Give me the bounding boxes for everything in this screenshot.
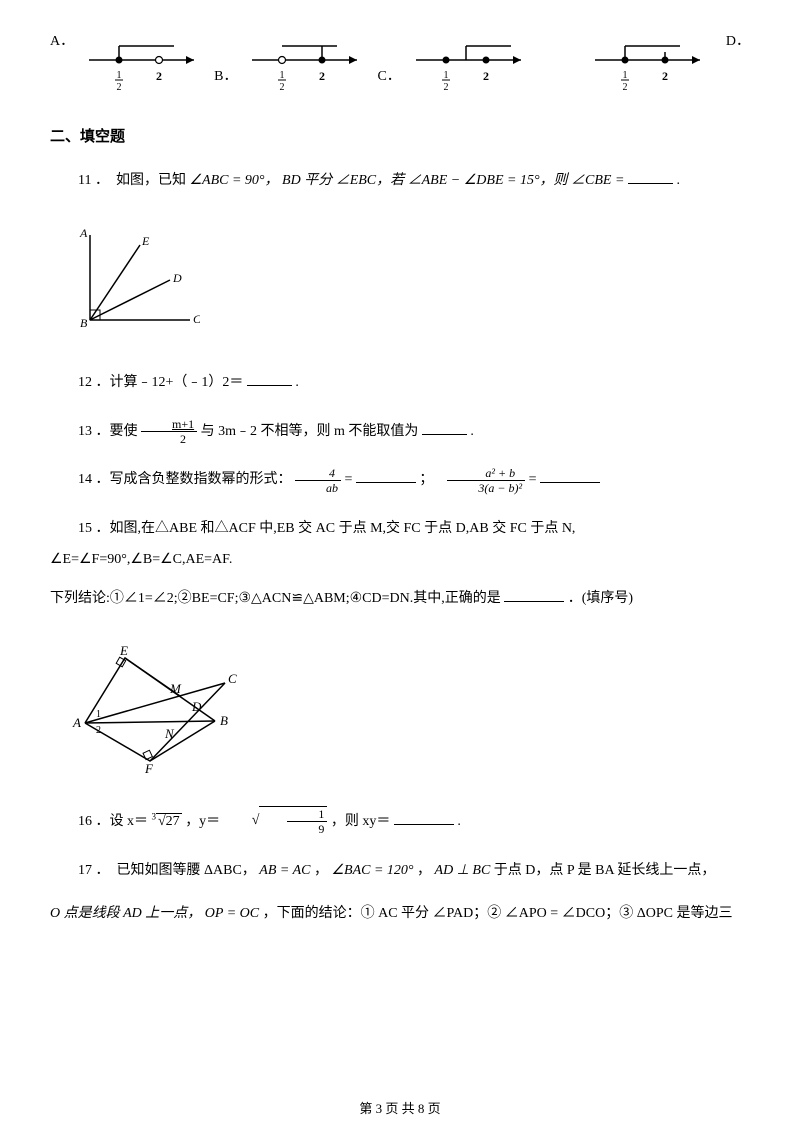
q16-suffix: . [457, 814, 461, 829]
q15-num: 15 [78, 521, 92, 536]
q17-p1: AB = AC [259, 863, 310, 878]
q14-frac2: a² + b 3(a − b)² [447, 467, 525, 494]
option-a-label: A． [50, 30, 74, 50]
q14-eq1: = [345, 472, 356, 487]
option-c-label: C． [377, 65, 400, 85]
svg-text:2: 2 [623, 82, 628, 90]
q14-prefix: ．写成含负整数指数幂的形式： [96, 472, 292, 487]
q11-suffix: . [676, 173, 680, 188]
q17-prefix: ． 已知如图等腰 ΔABC， [96, 863, 256, 878]
svg-text:2: 2 [483, 69, 489, 83]
q17-p3b: 于点 D，点 P 是 BA 延长线上一点， [494, 863, 716, 878]
q16-root1: 3√27 [152, 814, 186, 829]
q12: 12 ．计算﹣12+（﹣1）2＝ . [50, 368, 750, 399]
q14-frac1: 4 ab [295, 467, 341, 494]
q13: 13 ．要使 m+1 2 与 3m﹣2 不相等，则 m 不能取值为 . [50, 417, 750, 448]
svg-text:2: 2 [443, 82, 448, 90]
q15-suffix: ．(填序号) [568, 591, 633, 606]
q17-num: 17 [78, 863, 92, 878]
svg-text:1: 1 [117, 70, 122, 81]
q13-mid: 与 3m﹣2 不相等，则 m 不能取值为 [201, 424, 419, 439]
q11-math1: ∠ABC = 90°， [189, 173, 278, 188]
q15: 15 ．如图,在△ABE 和△ACF 中,EB 交 AC 于点 M,交 FC 于… [50, 514, 750, 576]
svg-text:C: C [193, 312, 200, 326]
q17-c1: ， [314, 863, 328, 878]
q16-num: 16 [78, 814, 92, 829]
q13-frac: m+1 2 [141, 418, 197, 445]
svg-text:D: D [172, 271, 182, 285]
svg-text:1: 1 [96, 709, 101, 720]
q15-figure: A E C B F M D N 1 2 [70, 643, 250, 773]
option-b-label: B． [214, 65, 237, 85]
q16-mid2: ，则 xy＝ [331, 814, 391, 829]
q13-prefix: ．要使 [96, 424, 138, 439]
q17-p2: ∠BAC = 120° [331, 863, 413, 878]
numberline-d: 1 2 2 [590, 30, 710, 90]
q14-blank1 [356, 469, 416, 483]
svg-text:1: 1 [280, 70, 285, 81]
q13-suffix: . [470, 424, 474, 439]
numberline-a: 1 2 2 [84, 30, 204, 90]
q13-blank [422, 421, 467, 435]
q14-num: 14 [78, 472, 92, 487]
q16-blank [394, 811, 454, 825]
q16-prefix: ．设 x＝ [96, 814, 149, 829]
q15-line2: 下列结论:①∠1=∠2;②BE=CF;③△ACN≌△ABM;④CD=DN.其中,… [50, 591, 501, 606]
q14-sep: ； [419, 472, 433, 487]
svg-text:1: 1 [623, 70, 628, 81]
q16: 16 ．设 x＝ 3√27 ，y＝ √19 ，则 xy＝ . [50, 806, 750, 838]
q17-line2a: O 点是线段 AD 上一点， [50, 906, 201, 921]
q16-root2: √19 [224, 814, 331, 829]
q15b: 下列结论:①∠1=∠2;②BE=CF;③△ACN≌△ABM;④CD=DN.其中,… [50, 584, 750, 615]
svg-text:D: D [191, 699, 202, 714]
svg-text:A: A [79, 226, 88, 240]
q11-num: 11 [78, 173, 91, 188]
q11-figure: A E D C B [70, 225, 200, 335]
svg-text:2: 2 [117, 82, 122, 90]
q17: 17 ． 已知如图等腰 ΔABC， AB = AC ， ∠BAC = 120° … [50, 856, 750, 887]
svg-text:B: B [220, 713, 228, 728]
q15-blank [504, 588, 564, 602]
svg-text:E: E [141, 234, 150, 248]
q14-eq2: = [529, 472, 537, 487]
q16-mid1: ，y＝ [185, 814, 220, 829]
q11: 11 ． 如图，已知 ∠ABC = 90°， BD 平分 ∠EBC，若 ∠ABE… [50, 166, 750, 197]
svg-text:B: B [80, 316, 88, 330]
svg-text:2: 2 [319, 69, 325, 83]
svg-text:2: 2 [156, 69, 162, 83]
q17-c2: ， [417, 863, 431, 878]
svg-text:E: E [119, 643, 128, 658]
svg-text:C: C [228, 671, 237, 686]
q12-text: ．计算﹣12+（﹣1）2＝ [96, 375, 244, 390]
svg-text:F: F [144, 761, 154, 773]
numberline-c: 1 2 2 [411, 30, 531, 90]
option-d-label: D． [726, 30, 750, 50]
q17-p4: OP = OC [205, 906, 259, 921]
svg-text:2: 2 [662, 69, 668, 83]
q12-num: 12 [78, 375, 92, 390]
q14-blank2 [540, 469, 600, 483]
q14: 14 ．写成含负整数指数幂的形式： 4 ab = ； a² + b 3(a − … [50, 465, 750, 496]
q15-line1: ．如图,在△ABE 和△ACF 中,EB 交 AC 于点 M,交 FC 于点 D… [50, 521, 575, 567]
q11-math2: BD 平分 ∠EBC，若 ∠ABE − ∠DBE = 15°，则 ∠CBE = [282, 173, 628, 188]
numberline-b: 1 2 2 [247, 30, 367, 90]
svg-text:A: A [72, 715, 81, 730]
svg-text:2: 2 [96, 725, 101, 736]
q17-p3: AD ⊥ BC [435, 863, 491, 878]
q17-line2b: ，下面的结论：① AC 平分 ∠PAD；② ∠APO = ∠DCO；③ ΔOPC… [263, 906, 733, 921]
q17b: O 点是线段 AD 上一点， OP = OC ，下面的结论：① AC 平分 ∠P… [50, 899, 750, 930]
svg-text:M: M [169, 681, 182, 696]
svg-text:1: 1 [443, 70, 448, 81]
svg-text:2: 2 [280, 82, 285, 90]
q11-blank [628, 170, 673, 184]
q13-num: 13 [78, 424, 92, 439]
q12-suffix: . [295, 375, 299, 390]
q11-prefix: ． 如图，已知 [95, 173, 186, 188]
page-footer: 第 3 页 共 8 页 [0, 1098, 800, 1117]
section2-title: 二、填空题 [50, 125, 750, 146]
q12-blank [247, 372, 292, 386]
svg-text:N: N [164, 726, 175, 741]
